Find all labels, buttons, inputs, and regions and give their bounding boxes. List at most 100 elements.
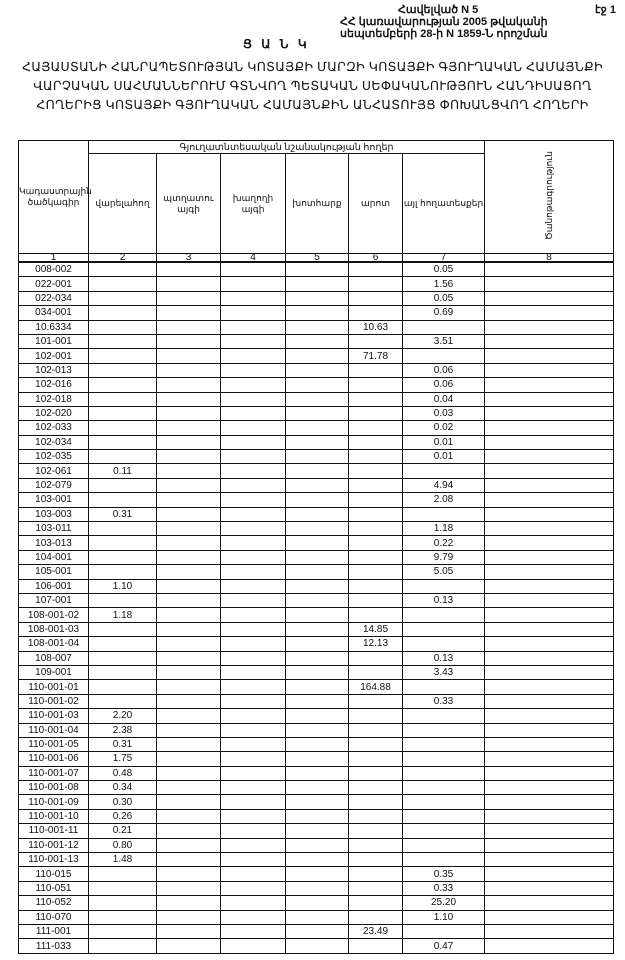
- area-cell: [156, 549, 221, 566]
- land-table: Կադաստրային ծածկագիր Գյուղատնտեսական նշա…: [18, 140, 615, 954]
- table-row: 103-001 2.08: [18, 492, 615, 508]
- table-row: 034-001 0.69: [18, 305, 615, 321]
- area-cell: 0.22: [401, 535, 486, 551]
- area-cell: [285, 463, 349, 479]
- area-cell: [401, 923, 486, 940]
- area-cell: [285, 549, 349, 566]
- area-cell: [348, 333, 403, 350]
- area-cell: [156, 636, 221, 652]
- area-cell: [348, 895, 403, 911]
- table-row: 105-001 5.05: [18, 564, 615, 580]
- table-row: 10.6334 10.63: [18, 319, 615, 335]
- area-cell: [220, 679, 286, 695]
- area-cell: [285, 564, 349, 580]
- table-row: 104-001 9.79: [18, 549, 615, 566]
- area-cell: 0.69: [401, 305, 486, 321]
- area-cell: [156, 808, 221, 825]
- column-number: 4: [220, 253, 286, 263]
- area-cell: [220, 736, 286, 753]
- area-cell: 4.94: [401, 477, 486, 494]
- area-cell: [88, 564, 157, 580]
- area-cell: [285, 521, 349, 537]
- column-header: վարելահող: [88, 153, 157, 254]
- area-cell: [484, 664, 615, 681]
- area-cell: [88, 923, 157, 940]
- area-cell: [348, 564, 403, 580]
- area-cell: [88, 405, 157, 422]
- area-cell: [220, 319, 286, 335]
- area-cell: [88, 276, 157, 292]
- table-row: 110-052 25.20: [18, 895, 615, 911]
- area-cell: [285, 751, 349, 767]
- area-cell: [285, 261, 349, 278]
- area-cell: [285, 938, 349, 954]
- cadastral-code-cell: 101-001: [18, 333, 89, 350]
- area-cell: [156, 693, 221, 710]
- area-cell: [401, 852, 486, 868]
- area-cell: [484, 765, 615, 782]
- area-cell: [285, 348, 349, 364]
- cadastral-code-cell: 111-001: [18, 923, 89, 940]
- area-cell: [156, 362, 221, 379]
- area-cell: [484, 895, 615, 911]
- cadastral-code-cell: 102-018: [18, 391, 89, 407]
- area-cell: [348, 434, 403, 451]
- area-cell: 0.30: [88, 794, 157, 810]
- area-cell: [401, 808, 486, 825]
- area-cell: [484, 852, 615, 868]
- area-cell: [348, 780, 403, 796]
- area-cell: [220, 895, 286, 911]
- area-cell: [484, 679, 615, 695]
- area-cell: [348, 592, 403, 609]
- area-cell: [156, 420, 221, 436]
- area-cell: 1.10: [88, 578, 157, 594]
- table-row: 102-034 0.01: [18, 434, 615, 451]
- area-cell: [220, 564, 286, 580]
- area-cell: [156, 621, 221, 638]
- area-cell: [348, 794, 403, 810]
- area-cell: [156, 463, 221, 479]
- agricultural-land-header: Գյուղատնտեսական նշանակության հողեր: [87, 140, 486, 154]
- area-cell: [401, 463, 486, 479]
- area-cell: 14.85: [348, 621, 403, 638]
- area-cell: [401, 636, 486, 652]
- area-cell: [88, 290, 157, 307]
- area-cell: [484, 607, 615, 623]
- area-cell: [220, 348, 286, 364]
- area-cell: [88, 650, 157, 666]
- cadastral-code-cell: 110-001-03: [18, 708, 89, 724]
- table-row: 110-001-02 0.33: [18, 693, 615, 710]
- cadastral-code-cell: 102-061: [18, 463, 89, 479]
- area-cell: 0.01: [401, 449, 486, 465]
- area-cell: 0.48: [88, 765, 157, 782]
- column-header: պտղատու այգի: [156, 153, 221, 254]
- area-cell: [156, 866, 221, 882]
- table-row: 110-001-05 0.31: [18, 736, 615, 753]
- cadastral-code-cell: 022-034: [18, 290, 89, 307]
- cadastral-code-cell: 102-035: [18, 449, 89, 465]
- table-row: 108-007 0.13: [18, 650, 615, 666]
- area-cell: [88, 305, 157, 321]
- area-cell: [88, 679, 157, 695]
- area-cell: [220, 909, 286, 925]
- area-cell: [156, 664, 221, 681]
- area-cell: [401, 780, 486, 796]
- area-cell: [220, 463, 286, 479]
- cadastral-code-cell: 008-002: [18, 261, 89, 278]
- area-cell: [484, 348, 615, 364]
- area-cell: [484, 880, 615, 897]
- area-cell: [220, 823, 286, 839]
- area-cell: [285, 492, 349, 508]
- area-cell: [484, 305, 615, 321]
- area-cell: 71.78: [348, 348, 403, 364]
- area-cell: [220, 607, 286, 623]
- area-cell: [88, 377, 157, 393]
- area-cell: [348, 751, 403, 767]
- table-row: 008-002 0.05: [18, 261, 615, 278]
- cadastral-code-cell: 104-001: [18, 549, 89, 566]
- area-cell: 0.26: [88, 808, 157, 825]
- table-row: 110-051 0.33: [18, 880, 615, 897]
- area-cell: [484, 650, 615, 666]
- area-cell: [285, 650, 349, 666]
